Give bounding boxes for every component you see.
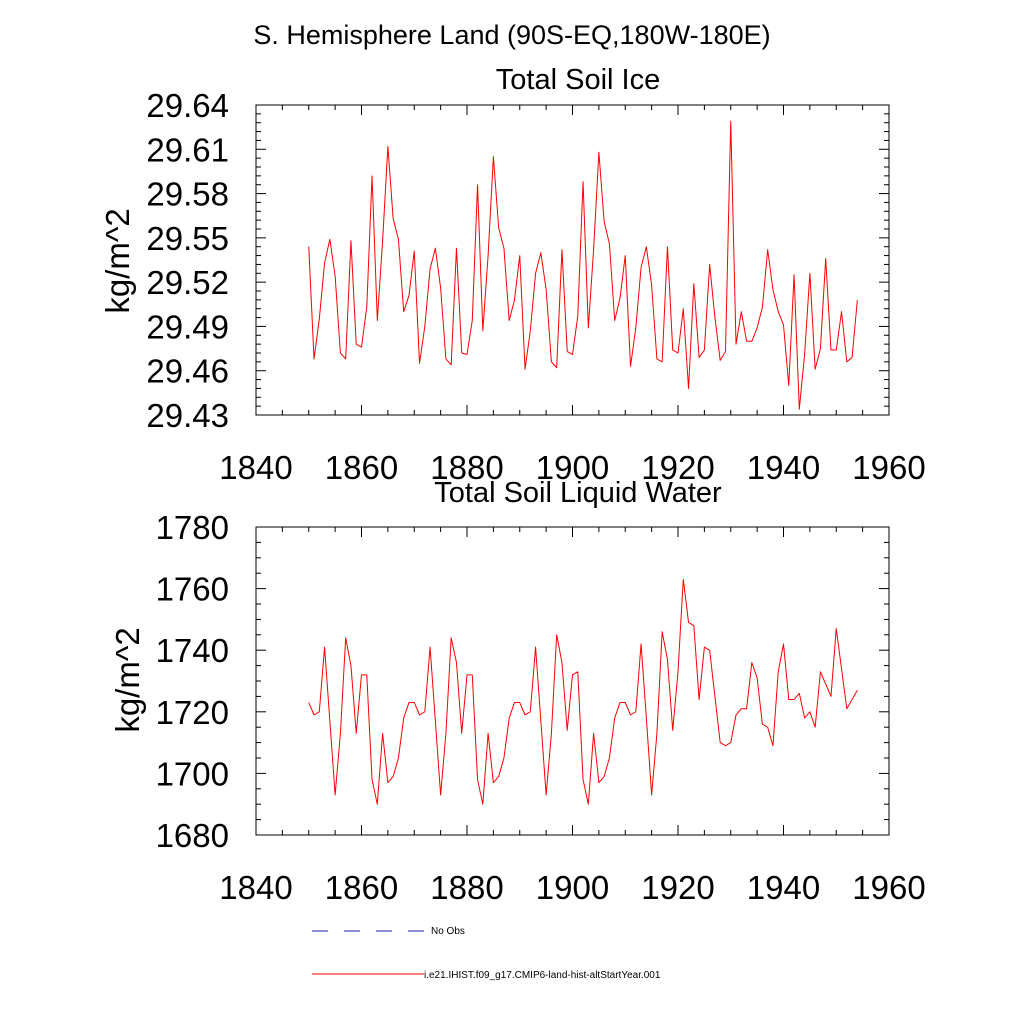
- series-line: [308, 578, 858, 805]
- y-tick-label: 29.43: [146, 397, 229, 434]
- y-tick-label: 29.64: [146, 87, 229, 124]
- x-tick-label: 1920: [641, 449, 714, 486]
- plot-frame: [255, 526, 890, 836]
- x-tick-label: 1880: [430, 869, 503, 906]
- x-tick-label: 1860: [325, 869, 398, 906]
- x-tick-label: 1840: [219, 869, 292, 906]
- series-line: [308, 120, 858, 410]
- x-tick-label: 1920: [641, 869, 714, 906]
- chart-title: Total Soil Liquid Water: [434, 477, 722, 509]
- x-tick-label: 1860: [325, 449, 398, 486]
- plot-frame: [255, 104, 890, 416]
- legend-label-model: i.e21.IHIST.f09_g17.CMIP6-land-hist-altS…: [424, 970, 661, 981]
- x-tick-label: 1880: [430, 449, 503, 486]
- x-tick-label: 1960: [852, 449, 925, 486]
- x-tick-label: 1900: [536, 449, 609, 486]
- x-tick-label: 1960: [852, 869, 925, 906]
- legend-label-no-obs: No Obs: [431, 926, 465, 937]
- legend: No Obs i.e21.IHIST.f09_g17.CMIP6-land-hi…: [312, 926, 661, 981]
- y-tick-label: 29.55: [146, 220, 229, 257]
- x-tick-label: 1940: [747, 869, 820, 906]
- y-tick-label: 29.49: [146, 308, 229, 345]
- y-tick-label: 1740: [156, 632, 229, 669]
- page-title: S. Hemisphere Land (90S-EQ,180W-180E): [253, 20, 770, 50]
- y-axis-label: kg/m^2: [109, 627, 146, 732]
- y-tick-label: 1700: [156, 755, 229, 792]
- x-tick-label: 1840: [219, 449, 292, 486]
- panel-total-soil-ice: Total Soil Ice kg/m^2 1840 1860 1880 1900 19…: [99, 64, 926, 486]
- y-tick-label: 29.46: [146, 353, 229, 390]
- x-tick-label: 1940: [747, 449, 820, 486]
- x-tick-label: 1900: [536, 869, 609, 906]
- y-tick-label: 1780: [156, 509, 229, 546]
- panel-total-soil-liquid-water: Total Soil Liquid Water kg/m^2 1840 1860 1…: [109, 477, 926, 906]
- y-tick-label: 1760: [156, 571, 229, 608]
- y-tick-label: 29.61: [146, 131, 229, 168]
- y-tick-label: 29.52: [146, 264, 229, 301]
- y-tick-label: 1720: [156, 694, 229, 731]
- chart-title: Total Soil Ice: [496, 64, 660, 96]
- y-tick-label: 1680: [156, 817, 229, 854]
- y-axis-label: kg/m^2: [99, 208, 136, 313]
- y-tick-label: 29.58: [146, 176, 229, 213]
